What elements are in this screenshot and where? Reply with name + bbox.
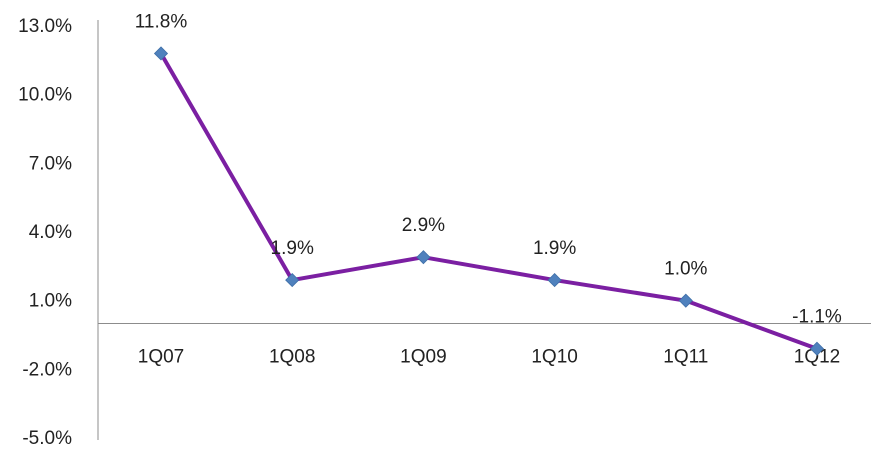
- x-tick-label: 1Q12: [794, 347, 840, 368]
- x-axis: 1Q07 1Q08 1Q09 1Q10 1Q11 1Q12: [98, 323, 871, 368]
- series-line-group: [159, 51, 819, 351]
- data-point-marker: [285, 273, 300, 288]
- data-point-marker: [153, 46, 169, 61]
- y-tick-label: -2.0%: [22, 359, 72, 380]
- data-label: 1.9%: [271, 238, 314, 259]
- y-tick-label: 7.0%: [29, 153, 72, 174]
- series-line: [159, 51, 819, 351]
- data-label: 11.8%: [135, 11, 188, 32]
- data-point-marker: [678, 293, 693, 308]
- data-point-marker: [809, 341, 825, 356]
- x-tick-label: 1Q09: [400, 347, 446, 368]
- data-label: 1.0%: [664, 259, 707, 280]
- x-tick-label: 1Q07: [138, 347, 184, 368]
- data-label: 1.9%: [533, 238, 576, 259]
- x-tick-label: 1Q10: [531, 347, 577, 368]
- data-points: [153, 46, 825, 356]
- y-tick-label: -5.0%: [22, 428, 72, 449]
- y-tick-label: 13.0%: [18, 16, 72, 37]
- data-point-marker: [547, 273, 562, 288]
- y-tick-label: 1.0%: [29, 291, 72, 312]
- y-axis: 13.0% 10.0% 7.0% 4.0% 1.0% -2.0% -5.0%: [18, 16, 99, 449]
- data-labels: 11.8% 1.9% 2.9% 1.9% 1.0% -1.1%: [135, 11, 842, 327]
- y-tick-label: 10.0%: [18, 85, 72, 106]
- data-point-marker: [416, 250, 431, 265]
- y-tick-label: 4.0%: [29, 222, 72, 243]
- x-tick-label: 1Q11: [663, 347, 708, 368]
- data-label: -1.1%: [792, 307, 842, 328]
- x-tick-label: 1Q08: [269, 347, 315, 368]
- data-label: 2.9%: [402, 215, 445, 236]
